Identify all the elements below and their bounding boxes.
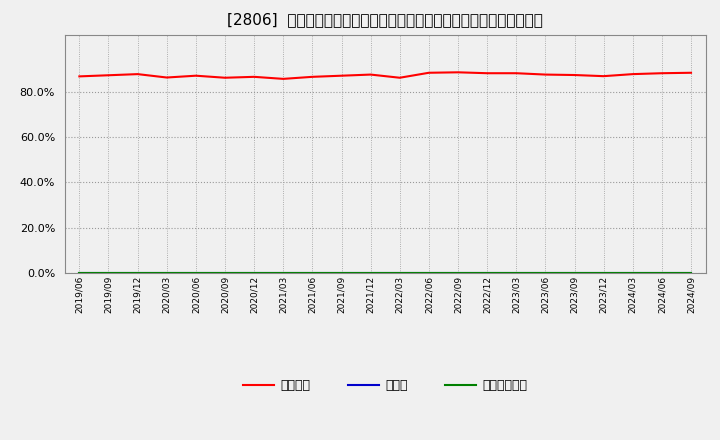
繰延税金資産: [75, 270, 84, 275]
自己資本: [483, 70, 492, 76]
繰延税金資産: [657, 270, 666, 275]
自己資本: [104, 73, 113, 78]
自己資本: [541, 72, 550, 77]
のれん: [395, 270, 404, 275]
のれん: [104, 270, 113, 275]
のれん: [366, 270, 375, 275]
繰延税金資産: [512, 270, 521, 275]
繰延税金資産: [192, 270, 200, 275]
のれん: [570, 270, 579, 275]
自己資本: [657, 70, 666, 76]
自己資本: [133, 71, 142, 77]
繰延税金資産: [570, 270, 579, 275]
繰延税金資産: [599, 270, 608, 275]
自己資本: [512, 70, 521, 76]
のれん: [454, 270, 462, 275]
のれん: [308, 270, 317, 275]
繰延税金資産: [454, 270, 462, 275]
繰延税金資産: [395, 270, 404, 275]
自己資本: [163, 75, 171, 80]
自己資本: [366, 72, 375, 77]
のれん: [163, 270, 171, 275]
のれん: [657, 270, 666, 275]
Legend: 自己資本, のれん, 繰延税金資産: 自己資本, のれん, 繰延税金資産: [238, 374, 533, 397]
のれん: [337, 270, 346, 275]
繰延税金資産: [629, 270, 637, 275]
のれん: [279, 270, 287, 275]
繰延税金資産: [687, 270, 696, 275]
のれん: [687, 270, 696, 275]
繰延税金資産: [250, 270, 258, 275]
自己資本: [454, 70, 462, 75]
のれん: [425, 270, 433, 275]
のれん: [250, 270, 258, 275]
自己資本: [337, 73, 346, 78]
繰延税金資産: [308, 270, 317, 275]
繰延税金資産: [220, 270, 229, 275]
のれん: [541, 270, 550, 275]
自己資本: [220, 75, 229, 81]
自己資本: [629, 71, 637, 77]
のれん: [133, 270, 142, 275]
のれん: [483, 270, 492, 275]
自己資本: [308, 74, 317, 80]
自己資本: [570, 73, 579, 78]
Title: [2806]  自己資本、のれん、繰延税金資産の総資産に対する比率の推移: [2806] 自己資本、のれん、繰延税金資産の総資産に対する比率の推移: [228, 12, 543, 27]
繰延税金資産: [366, 270, 375, 275]
Line: 自己資本: 自己資本: [79, 72, 691, 79]
自己資本: [75, 74, 84, 79]
自己資本: [687, 70, 696, 75]
繰延税金資産: [541, 270, 550, 275]
繰延税金資産: [133, 270, 142, 275]
繰延税金資産: [483, 270, 492, 275]
のれん: [629, 270, 637, 275]
繰延税金資産: [163, 270, 171, 275]
自己資本: [425, 70, 433, 75]
繰延税金資産: [279, 270, 287, 275]
自己資本: [279, 76, 287, 81]
のれん: [512, 270, 521, 275]
繰延税金資産: [425, 270, 433, 275]
のれん: [75, 270, 84, 275]
のれん: [599, 270, 608, 275]
繰延税金資産: [104, 270, 113, 275]
自己資本: [250, 74, 258, 80]
のれん: [220, 270, 229, 275]
自己資本: [599, 73, 608, 79]
自己資本: [192, 73, 200, 78]
自己資本: [395, 75, 404, 81]
繰延税金資産: [337, 270, 346, 275]
のれん: [192, 270, 200, 275]
